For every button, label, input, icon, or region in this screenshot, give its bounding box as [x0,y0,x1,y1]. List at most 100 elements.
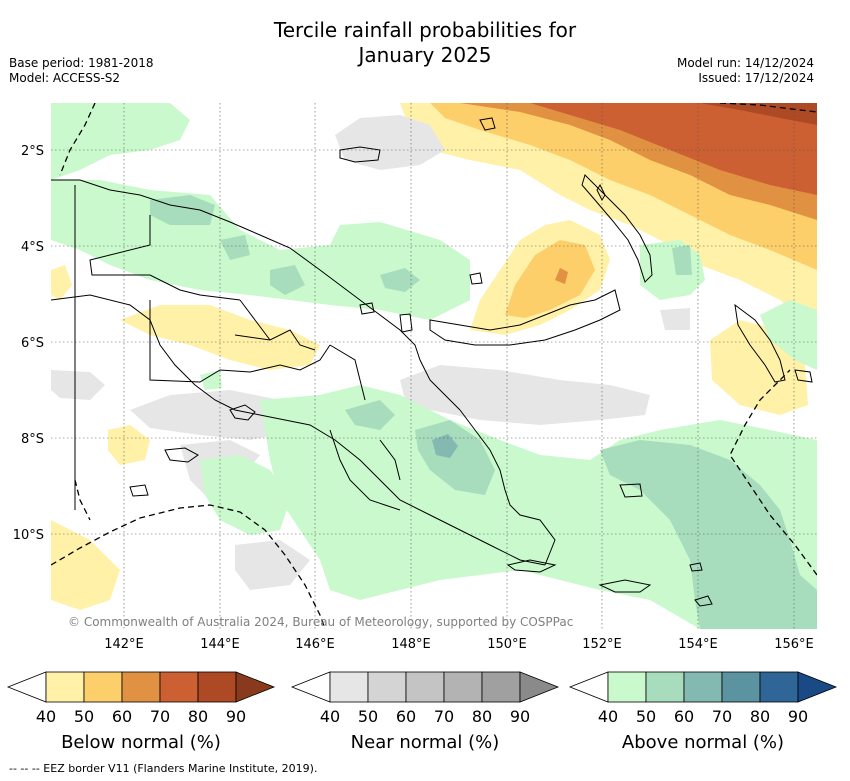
lon-label: 156°E [774,637,814,652]
chart-title: Tercile rainfall probabilities for Janua… [0,18,850,68]
above-normal-50-mid [270,265,305,295]
lon-label: 150°E [487,637,527,652]
colorbar-segment [45,671,85,703]
model-run: Model run: 14/12/2024 [676,56,814,70]
lat-label: 8°S [21,432,44,447]
above-normal-50-solomon [600,440,817,629]
below-normal-60-central [555,268,568,284]
meta-right: Model run: 14/12/2024 Issued: 17/12/2024 [677,56,814,86]
lat-label: 10°S [13,528,44,543]
lon-labels: 142°E 144°E 146°E 148°E 150°E 152°E 154°… [104,637,814,652]
near-normal-40-w2 [51,370,105,400]
colorbar-tick-label: 40 [598,707,618,726]
above-normal-40-southwest [200,455,290,535]
colorbar-tick-label: 70 [712,707,732,726]
colorbar-tick-label: 50 [74,707,94,726]
coastlines [51,117,813,607]
below-normal-40-coast [51,265,72,300]
colorbar-under-triangle [568,671,609,703]
colorbar-over-triangle [797,671,838,703]
above-normal-50-nw2 [220,235,250,260]
above-normal-40-w [200,370,222,390]
above-normal-50-bismarck [415,420,495,495]
colorbar-over-triangle [519,671,560,703]
near-normal-40-sw [235,540,310,590]
colorbar-segment [607,671,647,703]
near-normal-colorbar: 40 50 60 70 80 90 Near normal (%) [290,671,560,753]
lon-label: 152°E [582,637,622,652]
colorbar-tick-label: 60 [396,707,416,726]
below-normal-40-southwest [51,520,120,610]
title-line-2: January 2025 [358,43,492,67]
above-normal-legend-title: Above normal (%) [622,732,784,753]
below-normal-50-central [505,240,595,318]
province-borders [74,185,401,511]
lat-label: 2°S [21,144,44,159]
above-normal-50-north [150,195,215,225]
eez-border [51,103,817,629]
above-normal-50-east [672,245,692,275]
above-normal-60-bismarck [432,434,458,458]
colorbar-segment [329,671,369,703]
colorbar-segment [197,671,237,703]
colorbar-tick-label: 60 [674,707,694,726]
lat-labels: 2°S 4°S 6°S 8°S 10°S [13,144,44,543]
colorbar-tick-label: 70 [434,707,454,726]
below-normal-legend-title: Below normal (%) [61,732,221,753]
above-normal-50-mid2 [380,268,420,292]
lon-label: 154°E [678,637,718,652]
colorbar-segment [443,671,483,703]
above-normal-40-east [760,300,817,370]
colorbar-tick-label: 90 [510,707,530,726]
colorbar-tick-label: 50 [636,707,656,726]
below-normal-colorbar: 40 50 60 70 80 90 Below normal (%) [6,671,276,753]
lat-label: 6°S [21,336,44,351]
copyright-text: © Commonwealth of Australia 2024, Bureau… [68,615,573,629]
colorbar-tick-label: 40 [320,707,340,726]
near-normal-legend-title: Near normal (%) [351,732,500,753]
colorbar-under-triangle [290,671,331,703]
lon-label: 146°E [295,637,335,652]
near-normal-40-north [335,115,445,170]
lon-label: 148°E [391,637,431,652]
lon-label: 142°E [104,637,144,652]
colorbar-segment [683,671,723,703]
colorbar-tick-label: 60 [112,707,132,726]
colorbar-tick-label: 70 [150,707,170,726]
colorbar-over-triangle [235,671,276,703]
colorbar-segment [481,671,521,703]
below-normal-80-region [700,103,817,125]
colorbar-segment [645,671,685,703]
below-normal-40-west2 [108,425,150,465]
near-normal-40-central [400,365,650,425]
colorbar-tick-label: 80 [188,707,208,726]
colorbar-tick-label: 80 [472,707,492,726]
colorbar-tick-label: 90 [226,707,246,726]
colorbar-tick-label: 90 [788,707,808,726]
base-period: Base period: 1981-2018 [9,56,154,70]
issued-date: Issued: 17/12/2024 [698,71,814,85]
above-normal-50-south [345,400,395,430]
below-normal-40-west [120,305,320,370]
colorbar-tick-label: 80 [750,707,770,726]
title-line-1: Tercile rainfall probabilities for [273,18,577,42]
colorbar-under-triangle [6,671,47,703]
lon-label: 144°E [200,637,240,652]
meta-left: Base period: 1981-2018 Model: ACCESS-S2 [9,56,154,86]
model-name: Model: ACCESS-S2 [9,71,121,85]
colorbar-segment [405,671,445,703]
colorbar-tick-label: 40 [36,707,56,726]
colorbar-tick-label: 50 [358,707,378,726]
below-normal-70-region [530,103,817,195]
lat-label: 4°S [21,240,44,255]
map-area: © Commonwealth of Australia 2024, Bureau… [51,103,817,629]
colorbar-segment [759,671,799,703]
colorbars: 40 50 60 70 80 90 Below normal (%) 40 50 60 70 80 90… [6,671,838,753]
near-normal-40-ne [660,308,690,330]
eez-footnote: -- -- -- EEZ border V11 (Flanders Marine… [9,762,318,775]
colorbar-segment [121,671,161,703]
colorbar-segment [367,671,407,703]
colorbar-segment [721,671,761,703]
